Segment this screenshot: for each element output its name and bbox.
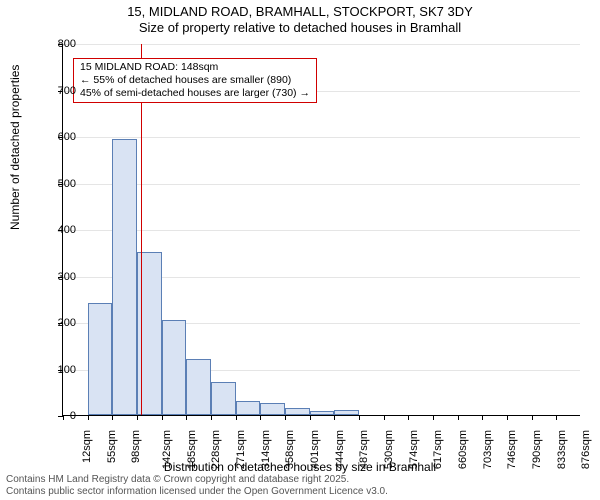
histogram-bar: [186, 359, 211, 415]
x-tick: [433, 415, 434, 420]
annotation-box: 15 MIDLAND ROAD: 148sqm← 55% of detached…: [73, 58, 317, 103]
x-tick: [458, 415, 459, 420]
plot-region: 15 MIDLAND ROAD: 148sqm← 55% of detached…: [62, 44, 580, 416]
annotation-line: 45% of semi-detached houses are larger (…: [80, 87, 310, 100]
x-tick-label: 98sqm: [130, 430, 142, 463]
x-tick: [408, 415, 409, 420]
title-block: 15, MIDLAND ROAD, BRAMHALL, STOCKPORT, S…: [0, 0, 600, 37]
x-tick: [359, 415, 360, 420]
histogram-bar: [88, 303, 113, 415]
x-tick: [162, 415, 163, 420]
histogram-bar: [310, 411, 335, 415]
footer-line2: Contains public sector information licen…: [6, 486, 388, 498]
x-tick: [507, 415, 508, 420]
x-tick: [137, 415, 138, 420]
title-subtitle: Size of property relative to detached ho…: [0, 20, 600, 36]
x-tick: [334, 415, 335, 420]
y-tick-label: 300: [46, 271, 76, 283]
y-axis-label: Number of detached properties: [8, 65, 22, 230]
y-tick-label: 100: [46, 364, 76, 376]
x-tick: [482, 415, 483, 420]
x-tick: [112, 415, 113, 420]
title-address: 15, MIDLAND ROAD, BRAMHALL, STOCKPORT, S…: [0, 4, 600, 20]
footer-attribution: Contains HM Land Registry data © Crown c…: [6, 474, 388, 498]
x-tick: [260, 415, 261, 420]
chart-container: 15, MIDLAND ROAD, BRAMHALL, STOCKPORT, S…: [0, 0, 600, 500]
x-tick: [88, 415, 89, 420]
y-tick-label: 500: [46, 178, 76, 190]
x-tick: [285, 415, 286, 420]
x-tick-label: 12sqm: [81, 430, 93, 463]
x-tick: [236, 415, 237, 420]
footer-line1: Contains HM Land Registry data © Crown c…: [6, 474, 388, 486]
x-tick-label: 55sqm: [106, 430, 118, 463]
x-tick: [556, 415, 557, 420]
y-tick-label: 600: [46, 131, 76, 143]
histogram-bar: [285, 408, 310, 415]
y-tick-label: 200: [46, 317, 76, 329]
y-tick-label: 0: [46, 410, 76, 422]
x-tick: [384, 415, 385, 420]
annotation-line: ← 55% of detached houses are smaller (89…: [80, 74, 310, 87]
histogram-bar: [112, 139, 137, 415]
chart-area: 15 MIDLAND ROAD: 148sqm← 55% of detached…: [62, 44, 580, 416]
x-axis-label: Distribution of detached houses by size …: [0, 460, 600, 474]
y-tick-label: 700: [46, 85, 76, 97]
x-tick: [310, 415, 311, 420]
histogram-bar: [260, 403, 285, 415]
histogram-bar: [236, 401, 261, 415]
x-tick: [532, 415, 533, 420]
x-tick: [211, 415, 212, 420]
annotation-line: 15 MIDLAND ROAD: 148sqm: [80, 61, 310, 74]
histogram-bar: [334, 410, 359, 415]
x-tick: [186, 415, 187, 420]
histogram-bar: [211, 382, 236, 415]
histogram-bar: [162, 320, 187, 415]
y-tick-label: 800: [46, 38, 76, 50]
y-tick-label: 400: [46, 224, 76, 236]
